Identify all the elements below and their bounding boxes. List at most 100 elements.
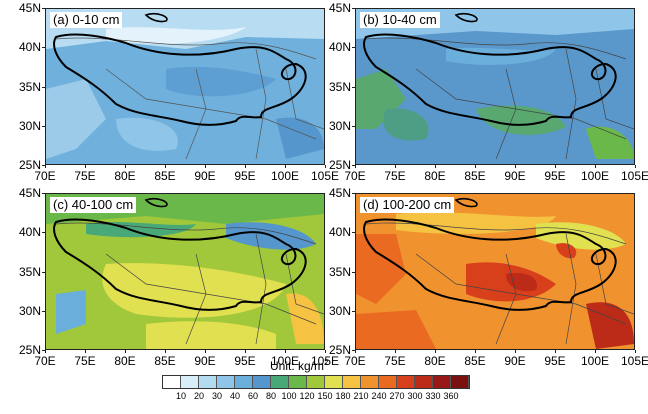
lon-tick-label: 75E [74,169,96,183]
colorbar-swatch [235,376,253,388]
lat-tick-label: 45N [328,186,351,200]
lon-tick-mark [205,350,206,353]
lat-tick-mark [352,350,355,351]
lon-tick-mark [595,350,596,353]
panel-b: (b) 10-40 cm [355,8,635,165]
lat-tick-label: 35N [328,264,351,279]
colorbar-swatch [289,376,307,388]
lat-tick-label: 45N [18,186,41,200]
colorbar-label: 100 [281,391,297,401]
lon-tick-mark [555,350,556,353]
lat-tick-label: 25N [18,343,41,357]
colorbar-label: 240 [371,391,387,401]
lat-tick-label: 25N [328,158,351,172]
panel-b-label: (b) 10-40 cm [360,12,440,28]
panel-c-map [46,194,324,349]
lat-tick-mark [42,193,45,194]
colorbar-swatch [361,376,379,388]
unit-exponent: 2 [324,358,329,367]
panel-c-label: (c) 40-100 cm [50,197,137,213]
lat-tick-label: 40N [18,40,41,55]
colorbar-swatch [163,376,181,388]
lon-tick-label: 80E [424,354,446,368]
lon-tick-label: 90E [504,354,526,368]
lon-tick-mark [45,350,46,353]
colorbar-swatch [199,376,217,388]
lon-tick-mark [85,350,86,353]
lon-tick-label: 95E [544,354,566,368]
lon-tick-mark [395,165,396,168]
panel-d: (d) 100-200 cm [355,193,635,350]
colorbar-label: 300 [407,391,423,401]
lon-tick-label: 85E [154,169,176,183]
lon-tick-label: 105E [310,169,340,183]
lat-tick-label: 25N [328,343,351,357]
lat-tick-mark [352,8,355,9]
lat-tick-label: 35N [18,79,41,94]
lon-tick-mark [285,350,286,353]
panel-a-map [46,9,324,164]
lon-tick-label: 80E [424,169,446,183]
colorbar-swatch [397,376,415,388]
unit-text: Unit: kg/m [270,359,325,373]
colorbar-label: 120 [299,391,315,401]
colorbar-swatch [253,376,271,388]
colorbar-swatch [181,376,199,388]
colorbar-swatch [343,376,361,388]
colorbar-label: 180 [335,391,351,401]
panel-d-map [356,194,634,349]
lat-tick-mark [42,86,45,88]
colorbar-swatch [307,376,325,388]
lon-tick-mark [245,165,246,168]
lon-tick-mark [595,165,596,168]
lon-tick-mark [245,350,246,353]
lon-tick-label: 90E [194,169,216,183]
lat-tick-label: 30N [18,118,41,133]
lon-tick-mark [515,165,516,168]
lon-tick-mark [355,350,356,353]
lon-tick-mark [165,350,166,353]
lat-tick-mark [42,310,45,312]
lat-tick-mark [42,125,45,127]
lon-tick-mark [125,165,126,168]
colorbar-swatch [325,376,343,388]
lat-tick-label: 45N [328,1,351,15]
lon-tick-label: 105E [620,354,648,368]
panel-d-label: (d) 100-200 cm [360,197,455,213]
lon-tick-mark [475,350,476,353]
colorbar-swatch [271,376,289,388]
panel-a-label: (a) 0-10 cm [50,12,123,28]
lat-tick-label: 30N [328,118,351,133]
lon-tick-label: 100E [580,169,610,183]
lat-tick-label: 35N [328,79,351,94]
lat-tick-mark [352,310,355,312]
colorbar [162,375,470,389]
lat-tick-mark [352,86,355,88]
colorbar-swatch [379,376,397,388]
lon-tick-label: 95E [234,354,256,368]
lon-tick-label: 70E [34,169,56,183]
lon-tick-mark [205,165,206,168]
colorbar-label: 60 [247,391,258,401]
lon-tick-label: 90E [194,354,216,368]
lat-tick-label: 30N [328,303,351,318]
lon-tick-label: 70E [344,169,366,183]
lon-tick-label: 100E [270,169,300,183]
lat-tick-mark [352,165,355,166]
lon-tick-label: 105E [310,354,340,368]
lat-tick-label: 40N [328,40,351,55]
lon-tick-label: 70E [344,354,366,368]
colorbar-label: 330 [425,391,441,401]
lon-tick-mark [515,350,516,353]
lon-tick-mark [475,165,476,168]
lat-tick-label: 30N [18,303,41,318]
lon-tick-label: 105E [620,169,648,183]
lon-tick-mark [285,165,286,168]
lon-tick-label: 95E [544,169,566,183]
lon-tick-label: 80E [114,169,136,183]
lon-tick-mark [395,350,396,353]
lat-tick-mark [352,47,355,49]
lon-tick-mark [555,165,556,168]
lon-tick-mark [85,165,86,168]
